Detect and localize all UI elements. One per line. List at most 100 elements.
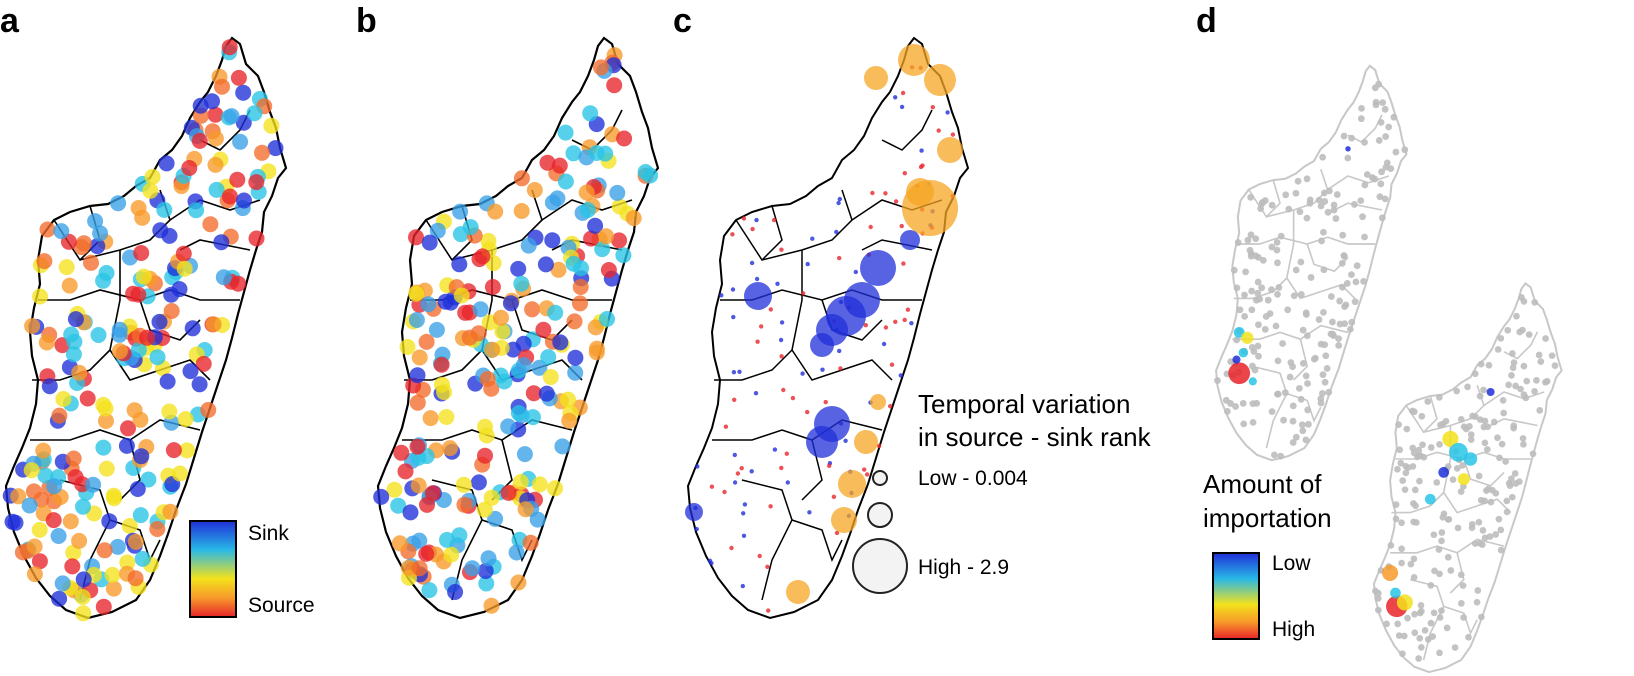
map-panel-d-lower: [1372, 282, 1563, 674]
site-dot: [1460, 614, 1467, 621]
site-dot: [1259, 256, 1267, 264]
site-dot: [1246, 246, 1254, 254]
site-dot: [1280, 416, 1288, 424]
site-dot: [101, 513, 118, 530]
site-dot: [557, 173, 574, 190]
site-dot: [1409, 463, 1417, 470]
site-dot: [1512, 480, 1520, 487]
site-dot: [1481, 497, 1489, 505]
site-dot: [230, 69, 247, 86]
site-dot: [41, 378, 58, 395]
site-dot: [1510, 359, 1518, 367]
site-dot: [1346, 325, 1354, 333]
site-dot: [768, 307, 773, 312]
site-dot: [785, 480, 790, 485]
site-dot: [46, 478, 63, 495]
site-dot: [1341, 320, 1348, 328]
site-dot: [133, 448, 150, 465]
site-dot: [950, 132, 956, 137]
site-dot: [63, 326, 80, 343]
site-dot: [1401, 146, 1409, 154]
site-dot: [1385, 123, 1393, 131]
site-dot: [1376, 193, 1384, 201]
site-dot: [1398, 545, 1405, 553]
site-dot: [1392, 148, 1400, 156]
site-dot: [1335, 342, 1343, 349]
site-dot: [31, 521, 48, 538]
site-dot: [165, 442, 182, 459]
site-dot: [565, 145, 582, 162]
site-dot: [159, 373, 176, 390]
site-dot: [1500, 409, 1508, 417]
site-dot: [625, 210, 642, 227]
site-dot: [525, 385, 542, 402]
site-dot: [502, 295, 519, 312]
site-dot: [1453, 465, 1461, 472]
site-dot: [1227, 400, 1234, 407]
importation-dot: [1457, 473, 1470, 486]
site-dot: [487, 203, 504, 220]
site-dot: [1289, 417, 1297, 425]
site-dot: [410, 477, 427, 494]
site-dot: [95, 598, 112, 615]
site-dot: [1348, 134, 1356, 142]
site-dot: [171, 281, 188, 298]
site-dot: [1394, 620, 1402, 628]
dots-layer-b: [373, 47, 659, 614]
variation-bubble: [810, 333, 834, 357]
variation-bubble: [744, 282, 772, 310]
site-dot: [1274, 390, 1282, 398]
site-dot: [1299, 427, 1307, 435]
site-dot: [202, 216, 219, 233]
site-dot: [1363, 171, 1371, 178]
site-dot: [1214, 377, 1221, 384]
site-dot: [207, 130, 224, 147]
site-dot: [609, 184, 626, 201]
site-dot: [1517, 385, 1524, 393]
site-dot: [547, 304, 564, 321]
site-dot: [547, 480, 563, 497]
site-dot: [1451, 644, 1459, 651]
site-dot: [188, 202, 205, 219]
site-dot: [749, 469, 754, 474]
site-dot: [1289, 363, 1296, 371]
site-dot: [96, 542, 113, 559]
site-dot: [105, 580, 122, 597]
site-dot: [1315, 196, 1323, 204]
site-dot: [1318, 237, 1325, 245]
legend-d-title-line2: importation: [1203, 503, 1332, 533]
site-dot: [1457, 571, 1465, 579]
site-dot: [31, 553, 48, 570]
site-dot: [524, 301, 541, 318]
site-dot: [1381, 195, 1389, 203]
site-dot: [723, 424, 729, 429]
site-dot: [109, 538, 126, 555]
site-dot: [722, 489, 727, 495]
site-dot: [531, 359, 548, 376]
site-dot: [1247, 193, 1255, 201]
site-dot: [1429, 633, 1437, 640]
site-dot: [1543, 377, 1551, 385]
site-dot: [104, 566, 121, 583]
site-dot: [1520, 298, 1528, 305]
site-dot: [1378, 168, 1385, 176]
site-dot: [1338, 283, 1346, 291]
site-dot: [889, 362, 895, 367]
site-dot: [1438, 529, 1446, 536]
site-dot: [207, 156, 224, 173]
site-dot: [64, 558, 81, 575]
site-dot: [1240, 420, 1248, 428]
site-dot: [876, 443, 882, 449]
site-dot: [1321, 198, 1329, 205]
site-dot: [500, 418, 517, 435]
site-dot: [899, 104, 905, 110]
site-dot: [105, 487, 122, 504]
site-dot: [127, 533, 144, 550]
site-dot: [893, 319, 898, 324]
site-dot: [1323, 365, 1331, 372]
site-dot: [1264, 296, 1272, 304]
site-dot: [182, 363, 199, 380]
site-dot: [1374, 595, 1382, 602]
site-dot: [781, 387, 786, 393]
site-dot: [1436, 441, 1443, 448]
